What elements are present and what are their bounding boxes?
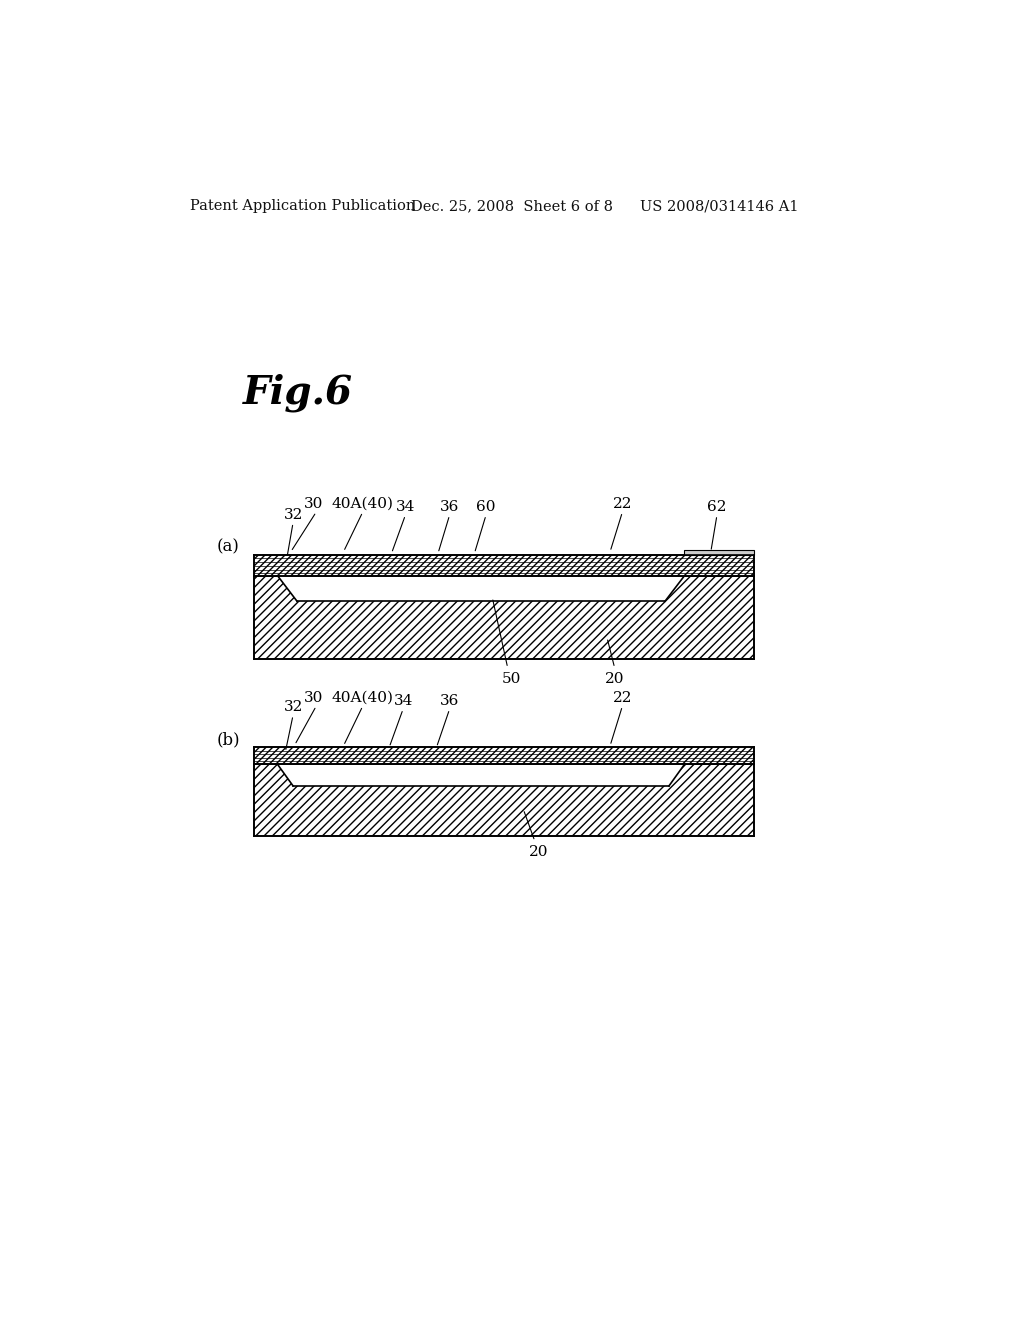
Text: 50: 50 [502, 672, 521, 686]
Text: 32: 32 [284, 508, 303, 521]
Text: 32: 32 [284, 701, 303, 714]
Text: 30: 30 [304, 498, 324, 511]
Text: US 2008/0314146 A1: US 2008/0314146 A1 [640, 199, 798, 213]
Bar [254, 764, 755, 836]
Text: Fig.6: Fig.6 [243, 374, 352, 412]
Text: 20: 20 [529, 845, 549, 859]
Text: 34: 34 [395, 500, 415, 515]
Bar [254, 554, 755, 576]
Text: 36: 36 [440, 500, 460, 515]
Text: (a): (a) [217, 539, 240, 556]
Text: 36: 36 [440, 694, 460, 708]
Polygon shape [278, 764, 684, 785]
Text: 22: 22 [612, 498, 632, 511]
Text: Dec. 25, 2008  Sheet 6 of 8: Dec. 25, 2008 Sheet 6 of 8 [411, 199, 613, 213]
Text: 40A(40): 40A(40) [332, 692, 394, 705]
Text: 22: 22 [612, 692, 632, 705]
Text: 34: 34 [393, 694, 413, 708]
Polygon shape [278, 576, 684, 601]
Text: 60: 60 [476, 500, 496, 515]
Text: 40A(40): 40A(40) [332, 498, 394, 511]
Bar [254, 747, 755, 764]
Text: (b): (b) [217, 731, 241, 748]
Text: Patent Application Publication: Patent Application Publication [190, 199, 416, 213]
Text: 62: 62 [708, 500, 727, 515]
Bar [254, 576, 755, 659]
Text: 30: 30 [304, 692, 324, 705]
Bar [684, 549, 755, 554]
Text: 20: 20 [605, 672, 625, 686]
